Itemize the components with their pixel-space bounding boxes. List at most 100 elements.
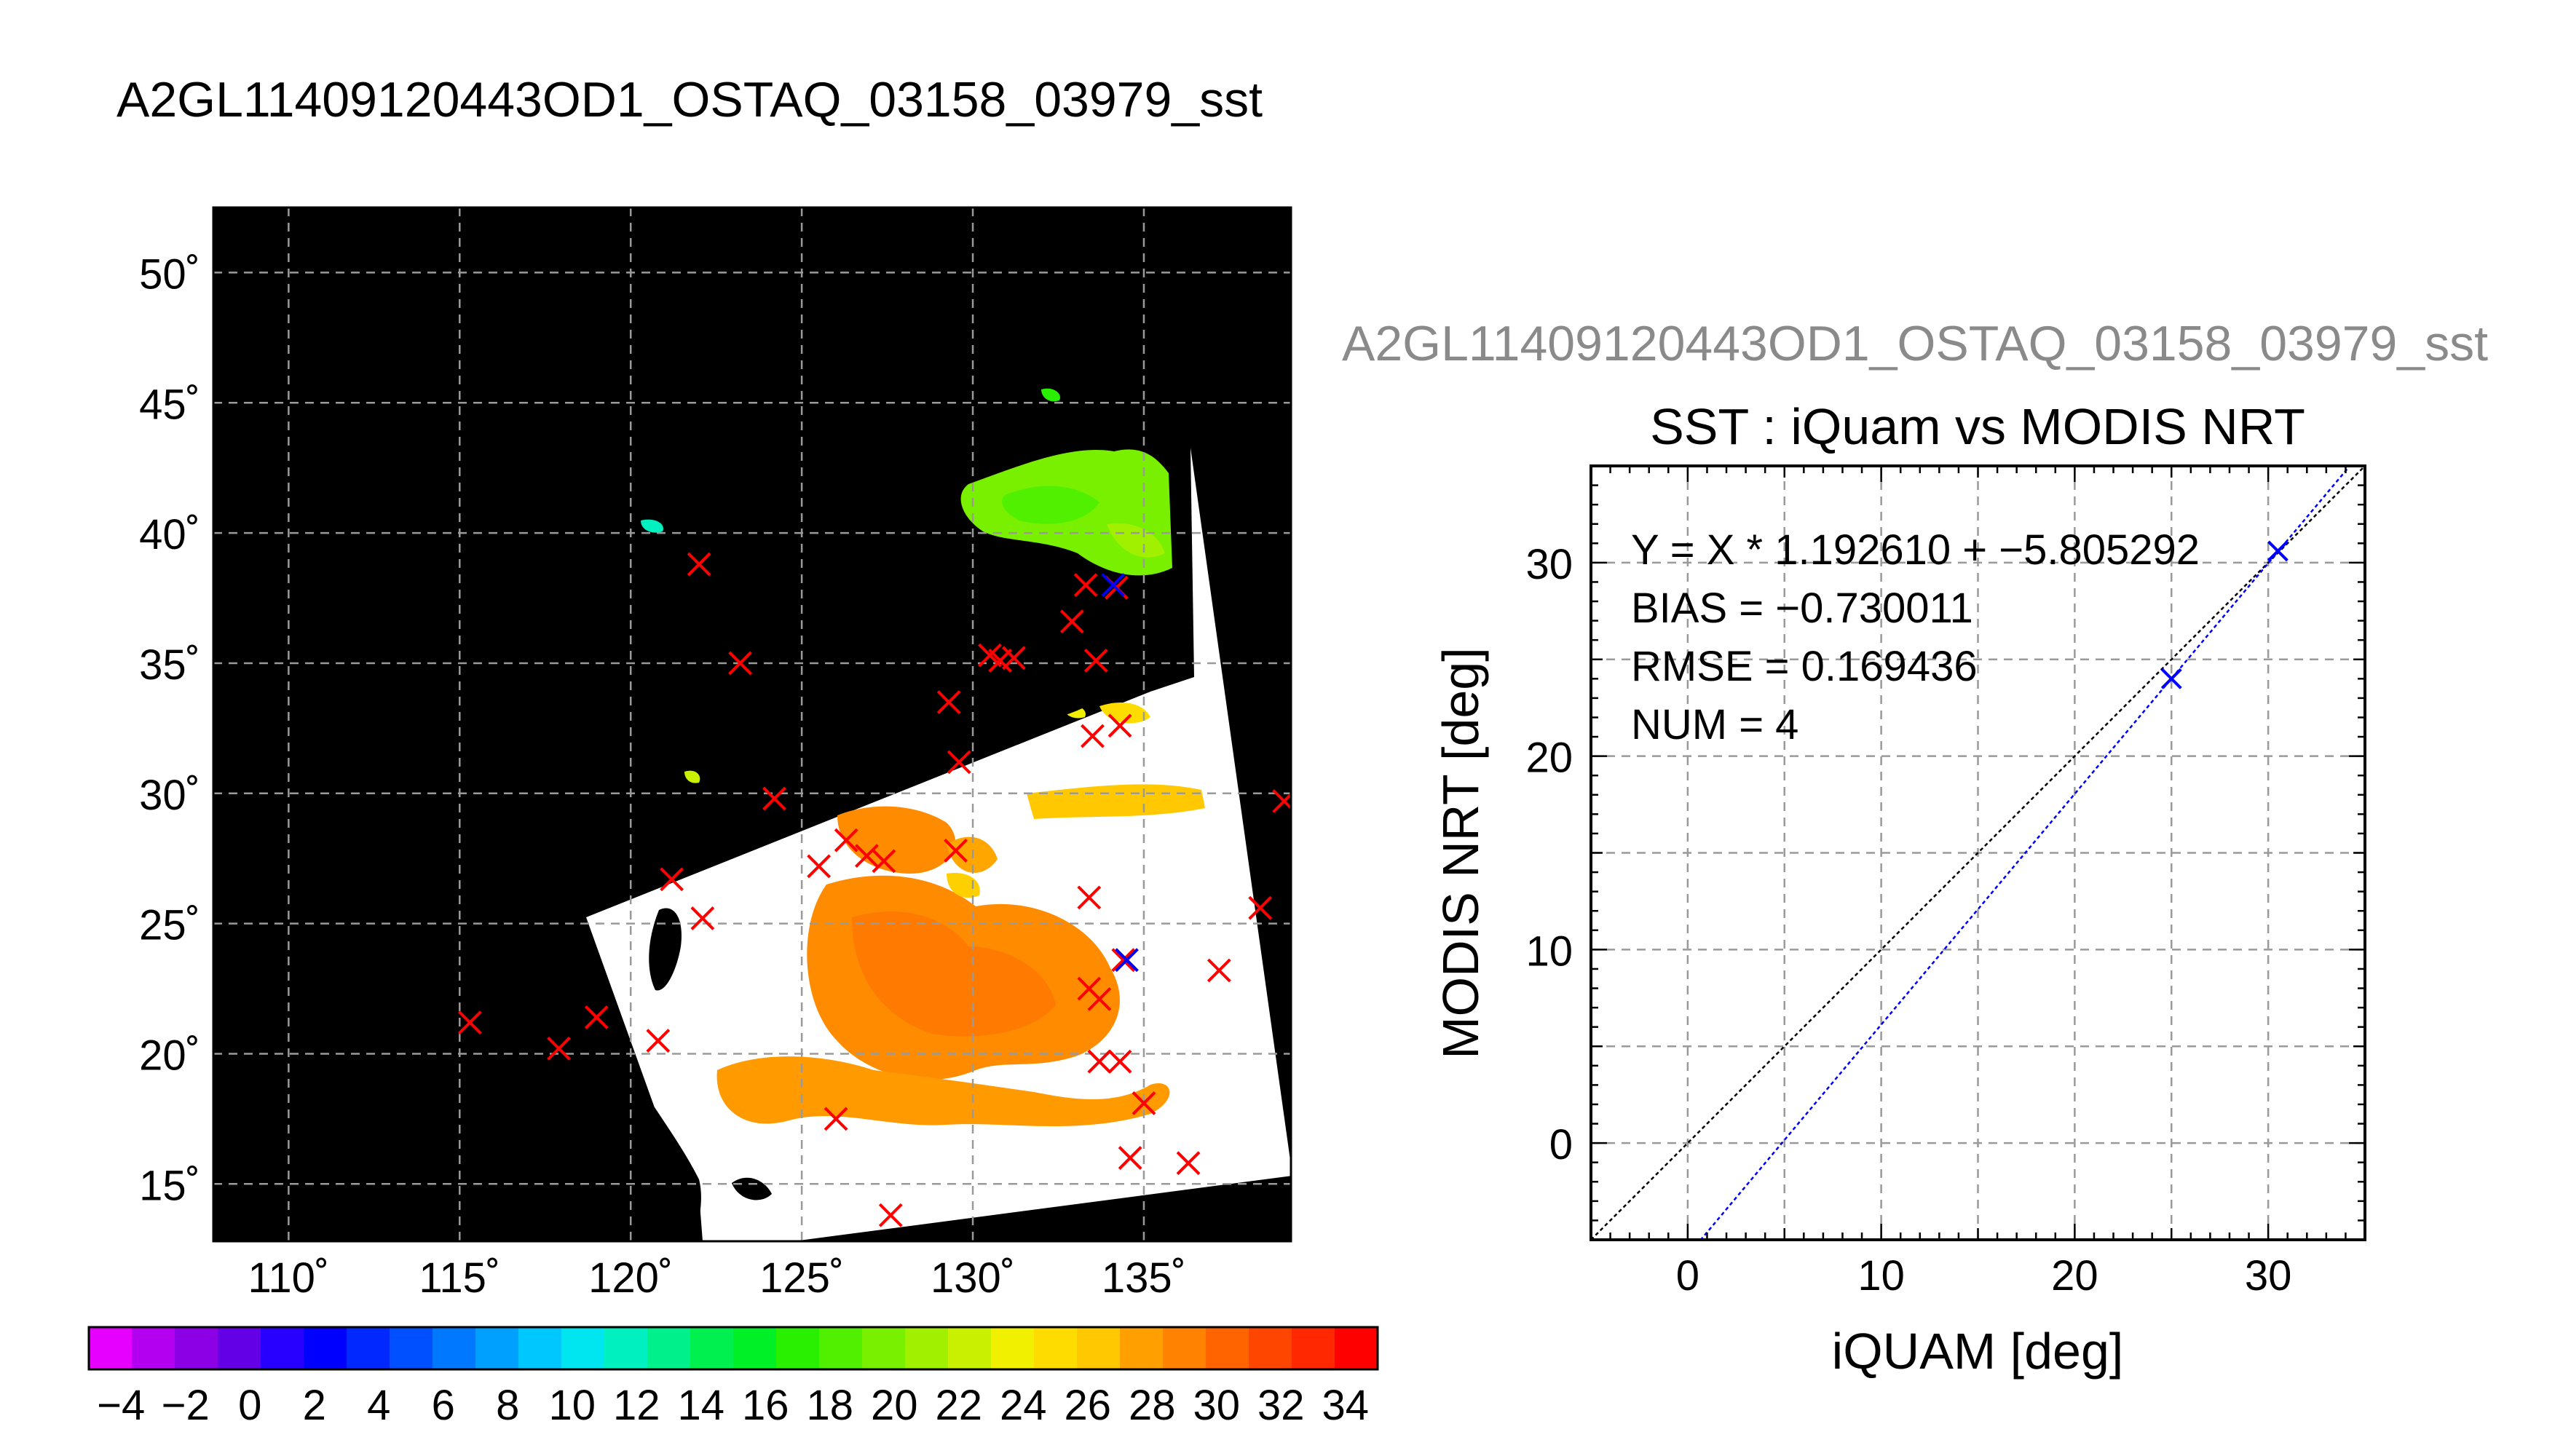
iquam-marker bbox=[936, 690, 961, 715]
korea bbox=[801, 508, 885, 678]
scatter-x-tick: 10 bbox=[1857, 1252, 1905, 1299]
hainan bbox=[213, 1194, 703, 1241]
colorbar-swatch bbox=[1034, 1327, 1078, 1369]
scatter-y-label: MODIS NRT [deg] bbox=[1432, 647, 1489, 1059]
iquam-marker bbox=[584, 1005, 609, 1029]
colorbar-swatch bbox=[819, 1327, 863, 1369]
colorbar-swatches bbox=[89, 1327, 1378, 1369]
scatter-point bbox=[2160, 668, 2182, 689]
colorbar-tick-label: 20 bbox=[871, 1382, 918, 1429]
matchup-marker bbox=[1101, 573, 1126, 598]
sst-map-panel: 50˚ 45˚ 40˚ 35˚ 30˚ 25˚ 20˚ 15˚ 110˚ 115˚ 120˚ 125… bbox=[139, 206, 1292, 1302]
iquam-marker bbox=[1176, 1151, 1201, 1176]
main-title: A2GL11409120443OD1_OSTAQ_03158_03979_sst bbox=[117, 72, 1263, 127]
colorbar-tick-label: 28 bbox=[1129, 1382, 1176, 1429]
colorbar-tick-label: 8 bbox=[496, 1382, 519, 1429]
one-to-one-line bbox=[1591, 466, 2365, 1240]
colorbar-swatch bbox=[1206, 1327, 1249, 1369]
iquam-marker bbox=[687, 552, 711, 577]
land bbox=[213, 207, 1099, 1241]
kyushu-honshu bbox=[963, 648, 1099, 749]
iquam-marker bbox=[824, 1107, 848, 1131]
lat-tick-label: 25˚ bbox=[139, 902, 200, 949]
iquam-marker bbox=[878, 1203, 903, 1227]
colorbar-swatch bbox=[1249, 1327, 1292, 1369]
iquam-marker bbox=[1081, 724, 1105, 748]
scatter-y-tick: 30 bbox=[1525, 541, 1573, 588]
right-header: A2GL11409120443OD1_OSTAQ_03158_03979_sst bbox=[1342, 316, 2488, 371]
colorbar-swatch bbox=[89, 1327, 133, 1369]
colorbar-swatch bbox=[733, 1327, 777, 1369]
lat-tick-label: 45˚ bbox=[139, 381, 200, 428]
colorbar-swatch bbox=[390, 1327, 433, 1369]
scatter-x-label: iQUAM [deg] bbox=[1832, 1323, 2124, 1380]
colorbar-tick-label: −4 bbox=[97, 1382, 145, 1429]
colorbar-swatch bbox=[475, 1327, 519, 1369]
colorbar-swatch bbox=[433, 1327, 476, 1369]
iquam-marker bbox=[1059, 609, 1084, 634]
colorbar-swatch bbox=[561, 1327, 605, 1369]
lon-tick-label: 125˚ bbox=[759, 1254, 844, 1302]
scatter-annotations: Y = X * 1.192610 + −5.805292 BIAS = −0.73… bbox=[1631, 526, 2200, 748]
colorbar-swatch bbox=[518, 1327, 562, 1369]
lat-tick-label: 15˚ bbox=[139, 1162, 200, 1209]
colorbar-swatch bbox=[304, 1327, 347, 1369]
lat-tick-label: 50˚ bbox=[139, 250, 200, 298]
lat-tick-label: 30˚ bbox=[139, 772, 200, 819]
scatter-y-tick: 20 bbox=[1525, 735, 1573, 782]
sst-field bbox=[535, 290, 1205, 1126]
scatter-y-tick-labels: 0 10 20 30 bbox=[1525, 541, 1573, 1168]
iquam-marker bbox=[1087, 986, 1112, 1011]
iquam-marker bbox=[1077, 885, 1102, 910]
scatter-annotation: BIAS = −0.730011 bbox=[1631, 585, 1973, 632]
lon-tick-label: 120˚ bbox=[588, 1254, 673, 1302]
colorbar-tick-labels: −4 −2 0 2 4 6 8 10 12 14 16 18 20 22 24 26 28 30 32 34 bbox=[97, 1382, 1369, 1429]
iquam-marker bbox=[834, 828, 858, 852]
colorbar-swatch bbox=[175, 1327, 218, 1369]
colorbar-swatch bbox=[948, 1327, 992, 1369]
colorbar-tick-label: 18 bbox=[806, 1382, 853, 1429]
iquam-marker bbox=[1107, 1049, 1132, 1074]
taiwan bbox=[649, 908, 682, 991]
map-graticule bbox=[213, 207, 1291, 1241]
colorbar-swatch bbox=[690, 1327, 734, 1369]
colorbar-swatch bbox=[1335, 1327, 1378, 1369]
iquam-marker bbox=[457, 1010, 482, 1034]
colorbar-swatch bbox=[905, 1327, 949, 1369]
iquam-marker bbox=[1083, 648, 1108, 673]
iquam-marker bbox=[690, 906, 715, 930]
colorbar-swatch bbox=[1292, 1327, 1335, 1369]
lat-tick-label: 20˚ bbox=[139, 1032, 200, 1079]
colorbar-swatch bbox=[1163, 1327, 1207, 1369]
colorbar-swatch bbox=[1077, 1327, 1121, 1369]
iquam-marker bbox=[1107, 713, 1132, 738]
scatter-title: SST : iQuam vs MODIS NRT bbox=[1650, 398, 2305, 455]
iquam-marker bbox=[1272, 789, 1291, 813]
iquam-marker bbox=[1248, 895, 1273, 920]
lat-tick-label: 40˚ bbox=[139, 511, 200, 558]
scatter-frame bbox=[1590, 464, 2366, 1241]
colorbar-tick-label: 26 bbox=[1064, 1382, 1111, 1429]
matchup-marker bbox=[1115, 948, 1139, 973]
lon-tick-label: 130˚ bbox=[931, 1254, 1015, 1302]
colorbar-swatch bbox=[647, 1327, 691, 1369]
colorbar-swatch bbox=[1120, 1327, 1164, 1369]
iquam-markers bbox=[457, 552, 1291, 1227]
map-frame bbox=[212, 206, 1292, 1243]
iquam-marker bbox=[807, 854, 832, 879]
iquam-marker bbox=[646, 1029, 671, 1053]
iquam-marker bbox=[944, 839, 968, 863]
iquam-marker bbox=[660, 867, 684, 892]
iquam-marker bbox=[1002, 646, 1026, 670]
colorbar-tick-label: 34 bbox=[1322, 1382, 1369, 1429]
iquam-marker bbox=[1073, 573, 1098, 598]
colorbar-tick-label: 0 bbox=[238, 1382, 261, 1429]
colorbar-tick-label: −2 bbox=[162, 1382, 210, 1429]
colorbar-tick-label: 4 bbox=[367, 1382, 390, 1429]
colorbar-tick-label: 10 bbox=[548, 1382, 596, 1429]
lon-tick-label: 110˚ bbox=[248, 1254, 329, 1302]
colorbar-swatch bbox=[776, 1327, 820, 1369]
iquam-marker bbox=[854, 844, 879, 869]
iquam-marker bbox=[872, 849, 896, 874]
